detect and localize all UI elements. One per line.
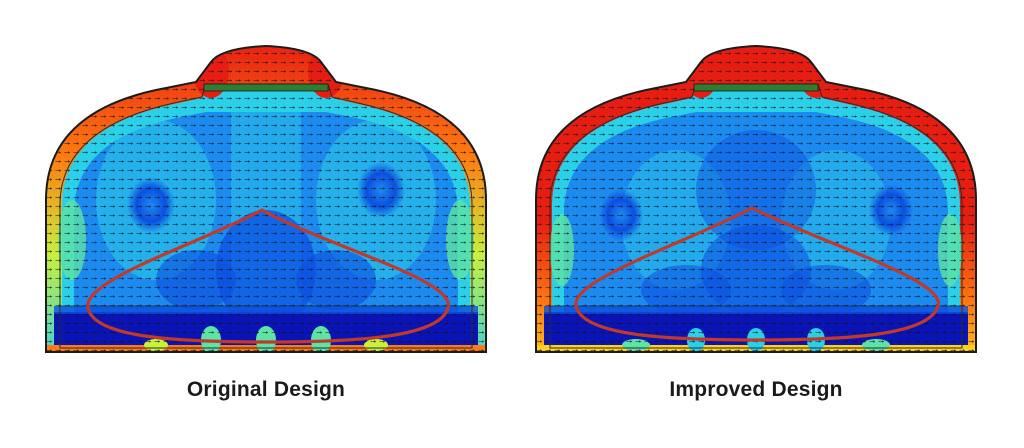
caption-improved: Improved Design (669, 378, 843, 401)
improved-design-plot (535, 44, 977, 353)
flow-field-improved (526, 40, 986, 370)
highlight-region (86, 208, 450, 344)
inlet-bar (693, 83, 819, 92)
caption-original: Original Design (186, 378, 346, 401)
inlet-bar (203, 83, 329, 92)
original-design-plot (45, 44, 487, 353)
flow-field-original (36, 40, 496, 370)
highlight-region (574, 206, 940, 342)
